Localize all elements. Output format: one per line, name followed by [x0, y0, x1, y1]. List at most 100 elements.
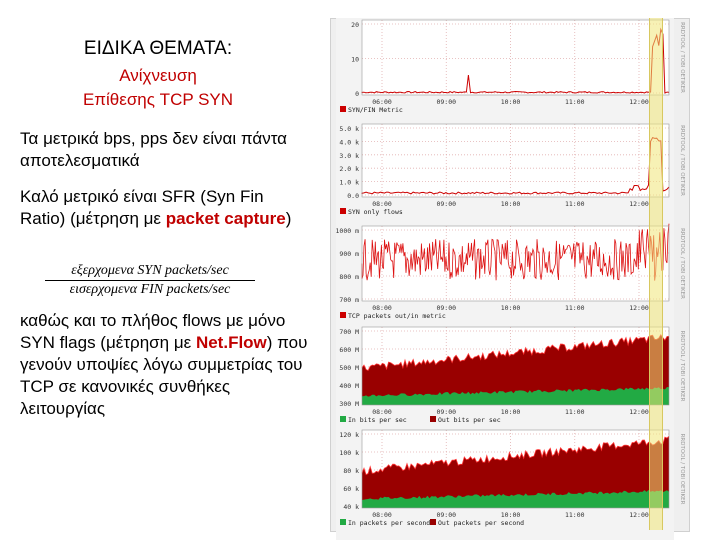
out-area [362, 334, 669, 405]
syn-fin-line [361, 27, 670, 94]
y-tick-label: 700 m [339, 296, 359, 304]
slide-title: ΕΙΔΙΚΑ ΘΕΜΑΤΑ: [83, 38, 233, 59]
plot-area [362, 124, 669, 197]
paragraph-flows-text: καθώς και το πλήθος flows με μόνο SYN fl… [20, 311, 286, 352]
syn-only-line [361, 136, 670, 195]
legend-swatch [340, 519, 346, 525]
legend-label: TCP packets out/in metric [348, 312, 446, 320]
in-area [362, 387, 669, 405]
formula-numerator: εξερχομενα SYN packets/sec [71, 263, 229, 278]
y-tick-label: 900 m [339, 250, 359, 258]
y-tick-label: 400 M [339, 382, 359, 390]
legend-swatch [340, 416, 346, 422]
subtitle-line-1: Ανίχνευση [119, 66, 197, 85]
attack-time-highlight [649, 18, 663, 530]
plot-border [361, 326, 670, 406]
x-tick-label: 11:00 [565, 408, 585, 416]
x-tick-label: 10:00 [501, 98, 521, 106]
formula-fraction-bar [45, 280, 255, 281]
rrdtool-credit: RRDTOOL / TOBI OETIKER [679, 331, 685, 402]
y-tick-label: 0 [355, 90, 359, 98]
graph-5: 120 k 100 k 80 k 60 k 40 k 08:00 09:00 10:00 11:… [336, 428, 685, 540]
x-tick-label: 12:00 [629, 200, 649, 208]
y-tick-label: 1.0 k [339, 179, 359, 187]
sfr-formula: εξερχομενα SYN packets/sec εισερχομενα F… [45, 263, 255, 298]
slide-subtitle: Ανίχνευση Επίθεσης TCP SYN [0, 64, 316, 112]
rrdtool-credit: RRDTOOL / TOBI OETIKER [679, 434, 685, 505]
x-tick-label: 11:00 [565, 98, 585, 106]
legend-swatch [340, 208, 346, 214]
paragraph-sfr-text: Καλό μετρικό είναι SFR (Syn Fin Ratio) (… [20, 187, 264, 228]
plot-border [361, 225, 670, 302]
rrdtool-credit: RRDTOOL / TOBI OETIKER [679, 228, 685, 299]
legend-swatch-2 [430, 519, 436, 525]
y-tick-label: 20 [351, 21, 359, 29]
y-tick-label: 1000 m [336, 227, 360, 235]
y-tick-label: 120 k [339, 431, 359, 439]
y-tick-label: 300 M [339, 400, 359, 408]
tcp-ratio-line [361, 223, 670, 281]
x-tick-label: 10:00 [501, 304, 521, 312]
out-area [362, 436, 669, 508]
plot-border [361, 123, 670, 198]
x-tick-label: 09:00 [436, 200, 456, 208]
netflow-highlight: Net.Flow [195, 333, 267, 352]
paragraph-flows-end: ) που γενούν υποψίες λόγω συμμετρίας του… [20, 333, 308, 418]
graph-1: 20 10 0 06:00 09:00 10:00 11:00 12:00 SYN/FIN Me… [336, 18, 685, 127]
x-tick-label: 09:00 [436, 408, 456, 416]
paragraph-metrics: Τα μετρικά bps, pps δεν είναι πάντα αποτ… [20, 129, 288, 170]
y-tick-label: 3.0 k [339, 152, 359, 160]
formula-denominator: εισερχομενα FIN packets/sec [69, 282, 231, 297]
paragraph-flows: καθώς και το πλήθος flows με μόνο SYN fl… [20, 310, 310, 420]
rrdtool-credit: RRDTOOL / TOBI OETIKER [679, 125, 685, 196]
legend-label-2: Out packets per second [438, 519, 524, 527]
plot-border [361, 429, 670, 509]
y-tick-label: 60 k [343, 485, 359, 493]
plot-border [361, 19, 670, 96]
legend-label-2: Out bits per sec [438, 416, 501, 424]
x-tick-label: 08:00 [372, 304, 392, 312]
x-tick-label: 10:00 [501, 200, 521, 208]
y-tick-label: 0.0 [347, 192, 359, 200]
x-tick-label: 09:00 [436, 98, 456, 106]
y-tick-label: 700 M [339, 328, 359, 336]
x-tick-label: 09:00 [436, 511, 456, 519]
y-tick-label: 5.0 k [339, 125, 359, 133]
x-tick-label: 12:00 [629, 408, 649, 416]
y-tick-label: 2.0 k [339, 165, 359, 173]
legend-swatch [340, 106, 346, 112]
x-tick-label: 08:00 [372, 200, 392, 208]
x-tick-label: 08:00 [372, 511, 392, 519]
paragraph-sfr-end: ) [285, 209, 292, 228]
x-tick-label: 06:00 [372, 98, 392, 106]
plot-area [362, 20, 669, 95]
rrdtool-credit: RRDTOOL / TOBI OETIKER [679, 22, 685, 93]
x-tick-label: 10:00 [501, 408, 521, 416]
x-tick-label: 12:00 [629, 304, 649, 312]
legend-label: In packets per second [348, 519, 430, 527]
x-tick-label: 12:00 [629, 98, 649, 106]
y-tick-label: 4.0 k [339, 138, 359, 146]
out-outline [361, 333, 670, 372]
graph-4: 700 M 600 M 500 M 400 M 300 M 08:00 09:00 10:00… [336, 325, 685, 437]
legend-label: SYN only flows [348, 208, 403, 216]
y-tick-label: 500 M [339, 364, 359, 372]
legend-swatch [340, 312, 346, 318]
in-area [362, 490, 669, 508]
legend-swatch-2 [430, 416, 436, 422]
out-outline [361, 435, 670, 476]
y-tick-label: 80 k [343, 467, 359, 475]
y-tick-label: 10 [351, 56, 359, 64]
x-tick-label: 08:00 [372, 408, 392, 416]
packet-capture-highlight: packet capture [165, 209, 286, 228]
x-tick-label: 10:00 [501, 511, 521, 519]
graph-3: 1000 m 900 m 800 m 700 m 08:00 09:00 10:00 11:0… [336, 223, 685, 333]
x-tick-label: 12:00 [629, 511, 649, 519]
x-tick-label: 11:00 [565, 304, 585, 312]
y-tick-label: 800 m [339, 273, 359, 281]
paragraph-sfr: Καλό μετρικό είναι SFR (Syn Fin Ratio) (… [20, 186, 310, 230]
legend-label: In bits per sec [348, 416, 407, 424]
y-tick-label: 600 M [339, 346, 359, 354]
x-tick-label: 11:00 [565, 511, 585, 519]
